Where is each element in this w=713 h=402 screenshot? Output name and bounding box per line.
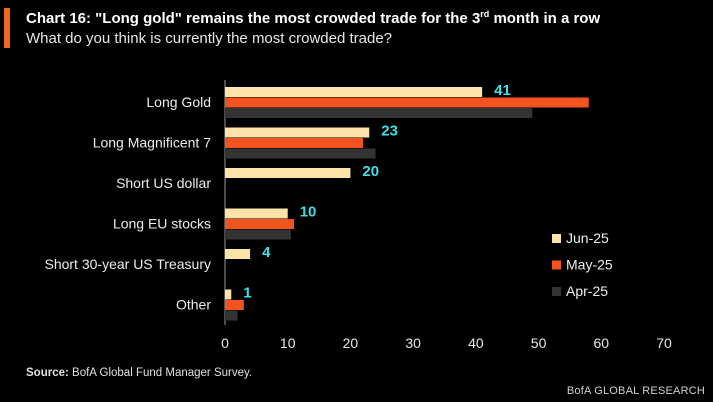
legend-label: Apr-25 [566,283,608,299]
bar-apr-25 [225,108,533,118]
bar-jun-25 [225,208,288,219]
bar-jun-25 [225,168,351,178]
data-label: 4 [262,244,271,261]
data-label: 1 [243,285,251,302]
bar-may-25 [225,97,589,108]
bar-apr-25 [225,310,238,321]
bar-jun-25 [225,87,483,97]
bar-jun-25 [225,249,251,259]
category-label: Short US dollar [116,175,211,191]
category-label: Short 30-year US Treasury [44,256,211,272]
x-tick-label: 60 [593,335,609,351]
bar-jun-25 [225,289,232,300]
x-tick-label: 40 [468,335,484,351]
legend-label: Jun-25 [566,230,609,246]
category-label: Long EU stocks [113,216,211,232]
category-label: Long Gold [146,94,211,110]
data-label: 10 [300,204,317,221]
title-text: Chart 16: "Long gold" remains the most c… [26,10,481,27]
legend-swatch [552,287,561,296]
bar-apr-25 [225,148,376,159]
bar-may-25 [225,138,363,148]
chart-title: Chart 16: "Long gold" remains the most c… [26,9,600,27]
source-label: Source: [26,367,69,379]
category-label: Long Magnificent 7 [93,135,212,151]
data-label: 23 [381,123,398,140]
bar-jun-25 [225,127,370,138]
legend-swatch [552,234,561,243]
x-tick-label: 50 [531,335,547,351]
chart-subtitle: What do you think is currently the most … [26,30,393,47]
data-label: 41 [494,82,511,99]
brand-footer: BofA GLOBAL RESEARCH [566,385,705,397]
x-tick-label: 0 [221,335,229,351]
source-note: Source: BofA Global Fund Manager Survey. [26,367,252,379]
x-tick-label: 10 [280,335,296,351]
title-accent-bar [4,8,10,48]
title-superscript: rd [480,9,490,19]
legend-label: May-25 [566,257,613,273]
data-label: 20 [362,163,379,180]
legend-swatch [552,260,561,270]
bar-may-25 [225,219,294,229]
title-text-end: month in a row [489,10,601,27]
x-tick-label: 20 [343,335,359,351]
category-label: Other [176,297,211,313]
x-tick-label: 30 [405,335,421,351]
bar-may-25 [225,300,244,310]
bar-apr-25 [225,229,291,240]
source-text: BofA Global Fund Manager Survey. [68,367,253,379]
x-tick-label: 70 [656,335,672,351]
